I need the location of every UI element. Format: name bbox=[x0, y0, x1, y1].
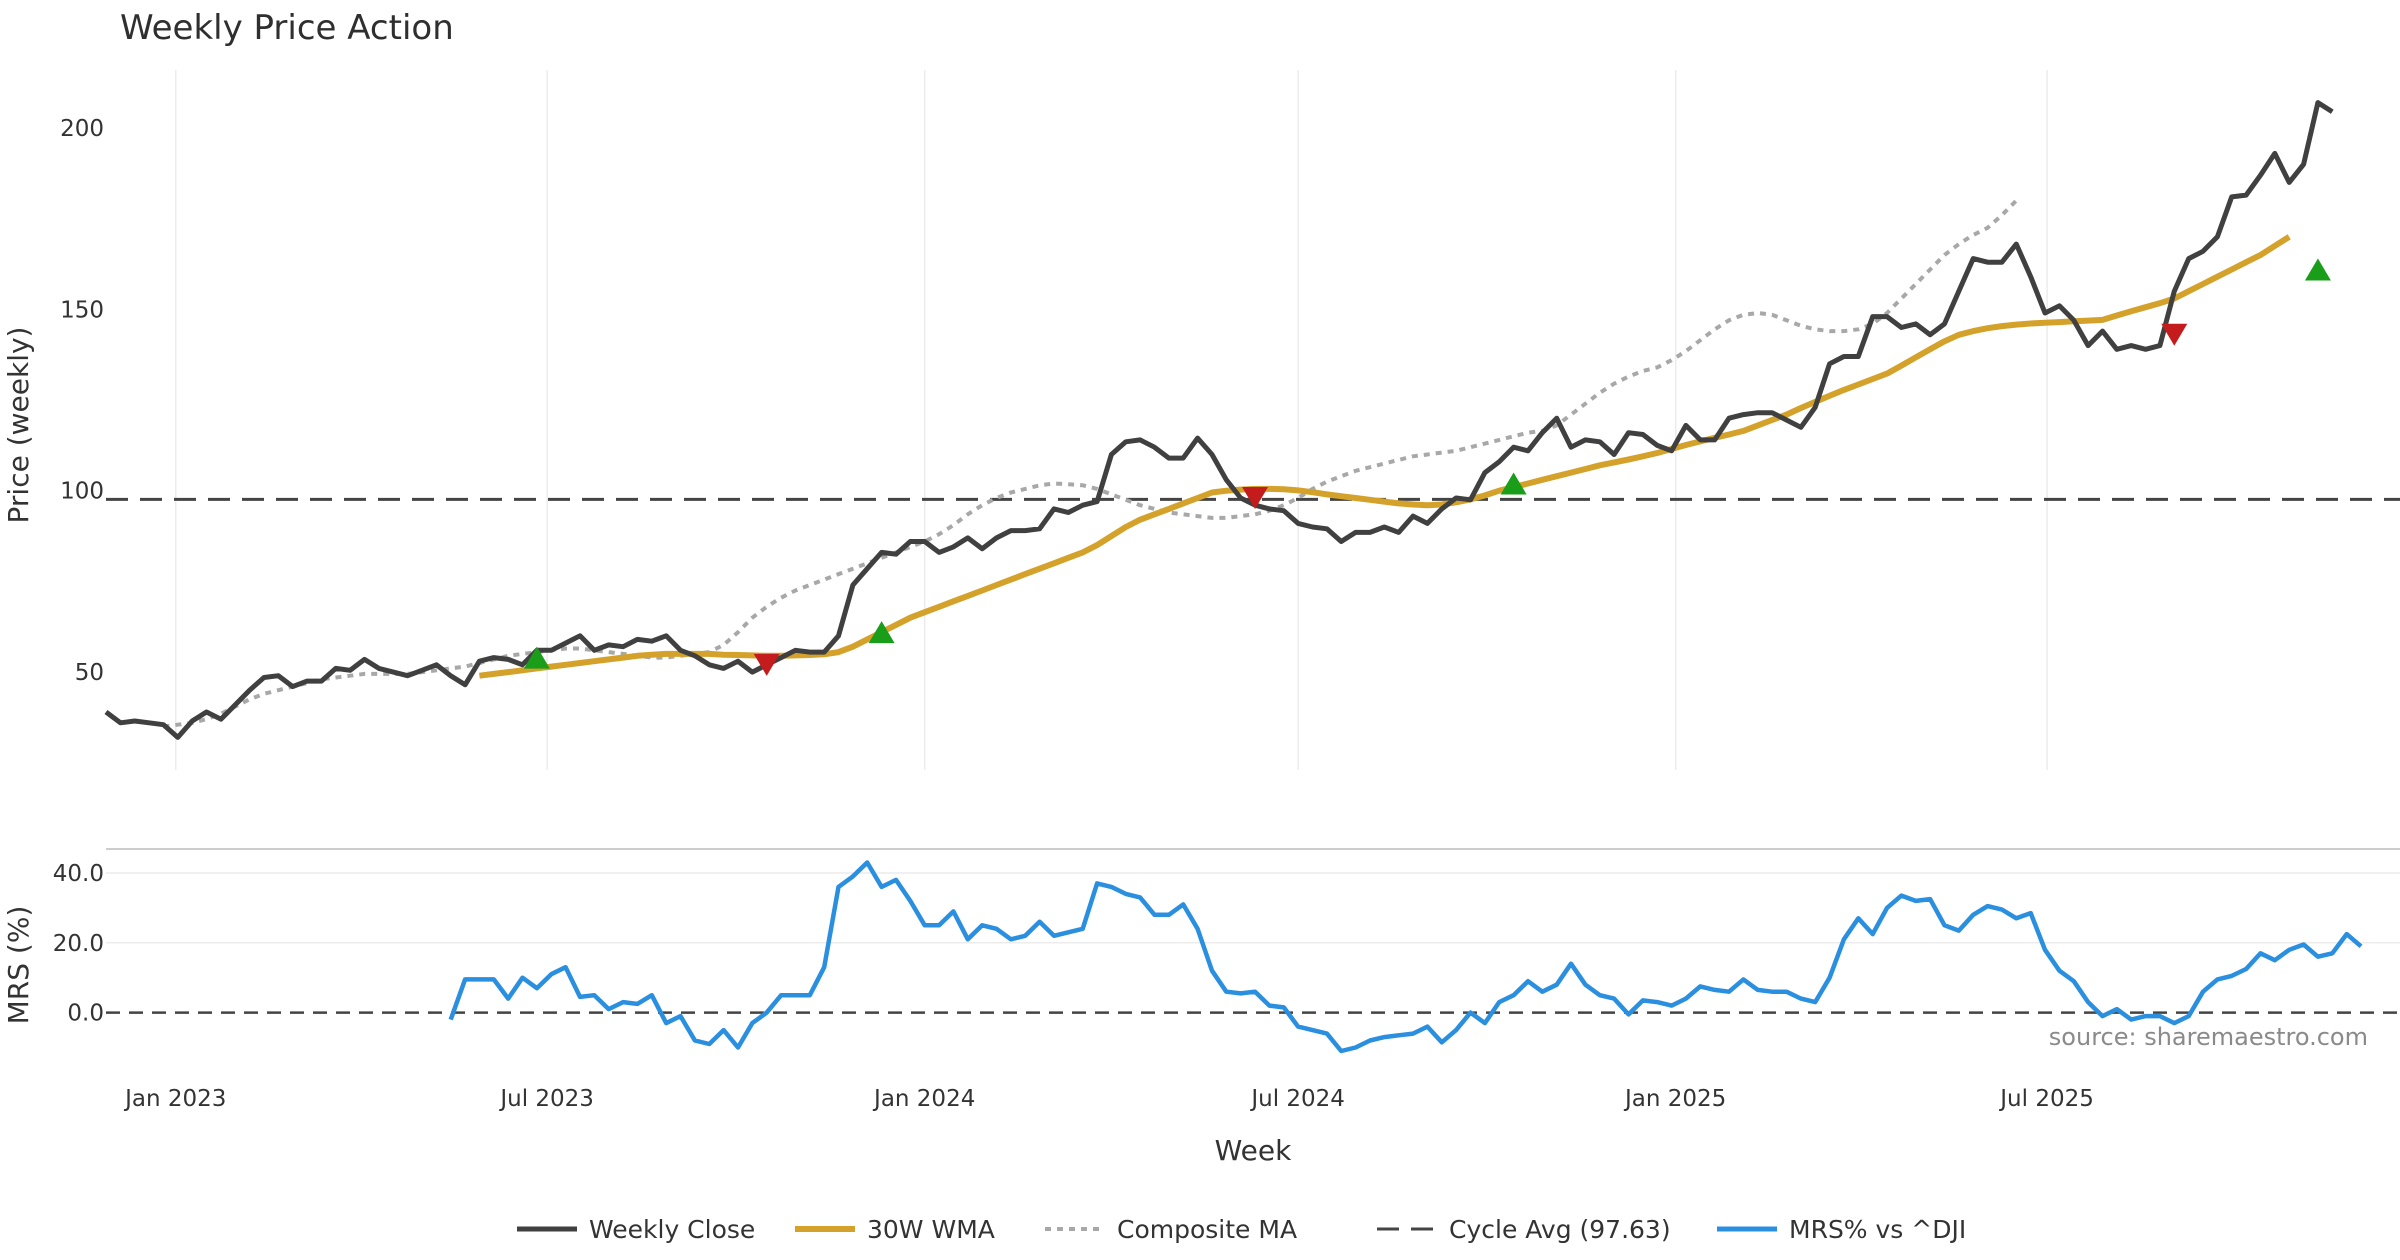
sell-signal-marker bbox=[2161, 323, 2188, 346]
composite-ma-line bbox=[163, 199, 2018, 729]
weekly-close-line bbox=[104, 100, 2334, 740]
x-tick-label: Jul 2025 bbox=[1998, 1086, 2094, 1112]
x-tick-label: Jul 2023 bbox=[498, 1086, 594, 1112]
x-tick-label: Jan 2025 bbox=[1623, 1086, 1726, 1112]
buy-signal-marker bbox=[523, 646, 550, 669]
mrs-series bbox=[106, 860, 2400, 1054]
x-tick-label: Jan 2024 bbox=[872, 1086, 975, 1112]
x-tick-label: Jan 2023 bbox=[123, 1086, 226, 1112]
signal-markers bbox=[523, 258, 2331, 676]
sell-signal-marker bbox=[1242, 486, 1269, 509]
legend-label: Weekly Close bbox=[589, 1215, 755, 1244]
buy-signal-marker bbox=[1500, 472, 1527, 495]
mrs-line bbox=[448, 860, 2363, 1054]
mrs-panel-grid bbox=[106, 872, 2400, 944]
price-axis-label: Price (weekly) bbox=[2, 327, 35, 524]
legend-label: Cycle Avg (97.63) bbox=[1449, 1215, 1671, 1244]
x-axis-label: Week bbox=[1215, 1134, 1292, 1167]
x-ticks: Jan 2023 Jul 2023 Jan 2024 Jul 2024 Jan 2025… bbox=[123, 1086, 2094, 1112]
x-tick-label: Jul 2024 bbox=[1249, 1086, 1345, 1112]
sell-signal-marker bbox=[753, 653, 780, 676]
mrs-axis-label: MRS (%) bbox=[2, 906, 35, 1025]
buy-signal-marker bbox=[2304, 258, 2331, 281]
chart-title: Weekly Price Action bbox=[120, 8, 454, 48]
price-y-tick-label: 50 bbox=[75, 660, 104, 686]
mrs-y-tick-label: 0.0 bbox=[67, 1001, 104, 1027]
legend-label: Composite MA bbox=[1117, 1215, 1297, 1244]
mrs-y-ticks: 0.0 20.0 40.0 bbox=[53, 861, 104, 1027]
wma-30w-line bbox=[479, 234, 2291, 679]
mrs-y-tick-label: 20.0 bbox=[53, 931, 104, 957]
price-y-tick-label: 100 bbox=[60, 479, 104, 505]
legend-label: MRS% vs ^DJI bbox=[1789, 1215, 1966, 1244]
legend: Weekly Close 30W WMA Composite MA Cycle Avg… bbox=[517, 1215, 1966, 1244]
buy-signal-marker bbox=[868, 621, 895, 644]
price-series bbox=[104, 100, 2400, 740]
price-y-ticks: 50 100 150 200 bbox=[60, 116, 104, 686]
price-panel-grid bbox=[175, 70, 2048, 770]
price-y-tick-label: 150 bbox=[60, 297, 104, 323]
source-label: source: sharemaestro.com bbox=[2049, 1023, 2368, 1051]
price-y-tick-label: 200 bbox=[60, 116, 104, 142]
legend-label: 30W WMA bbox=[867, 1215, 995, 1244]
mrs-y-tick-label: 40.0 bbox=[53, 861, 104, 887]
